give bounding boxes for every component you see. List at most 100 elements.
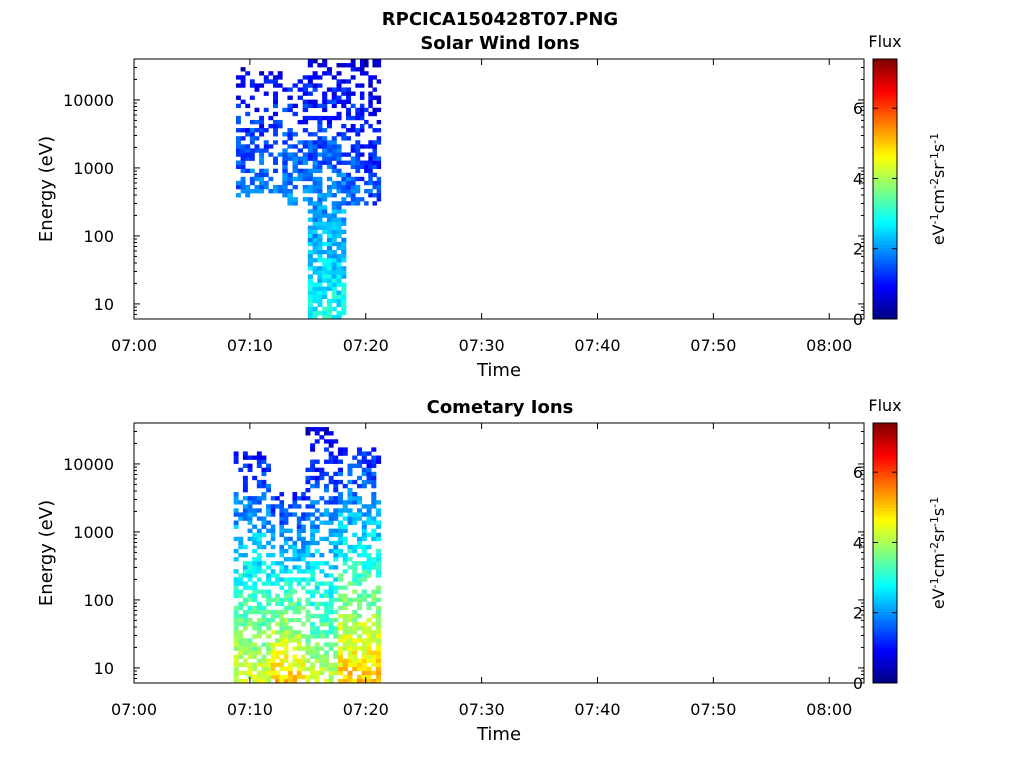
colorbar-segment	[873, 169, 897, 174]
heatmap-cell	[261, 666, 267, 672]
heatmap-cell	[307, 168, 313, 174]
heatmap-cell	[317, 152, 323, 157]
heatmap-cell	[350, 193, 356, 198]
heatmap-cell	[247, 646, 253, 651]
heatmap-cell	[314, 601, 320, 607]
colorbar-segment	[873, 663, 897, 668]
heatmap-cell	[331, 237, 337, 243]
heatmap-cell	[328, 626, 334, 631]
heatmap-cell	[322, 152, 328, 157]
heatmap-cell	[368, 189, 373, 194]
heatmap-cell	[270, 666, 276, 672]
heatmap-cell	[275, 678, 280, 684]
heatmap-cell	[259, 128, 265, 133]
heatmap-cell	[247, 609, 253, 615]
heatmap-cell	[259, 115, 265, 121]
heatmap-cell	[275, 561, 280, 566]
heatmap-cell	[312, 249, 318, 255]
heatmap-cell	[368, 156, 373, 161]
heatmap-cell	[288, 601, 293, 607]
heatmap-cell	[319, 618, 325, 623]
colorbar-segment	[873, 588, 897, 593]
heatmap-cell	[238, 589, 244, 594]
heatmap-cell	[233, 634, 239, 639]
heatmap-cell	[233, 678, 239, 684]
heatmap-cell	[342, 678, 348, 684]
heatmap-cell	[256, 678, 262, 684]
colorbar-segment	[873, 244, 897, 248]
heatmap-cell	[256, 589, 262, 594]
x-tick-label: 07:30	[459, 336, 505, 355]
heatmap-cell	[364, 107, 369, 113]
colorbar-segment	[873, 559, 897, 564]
colorbar-segment	[873, 179, 897, 183]
heatmap-cell	[355, 168, 361, 174]
heatmap-cell	[347, 565, 353, 570]
heatmap-cell	[302, 152, 309, 157]
heatmap-cell	[287, 128, 293, 133]
heatmap-cell	[366, 553, 372, 558]
y-tick-label: 100	[83, 227, 114, 246]
heatmap-cell	[331, 217, 337, 222]
heatmap-cell	[305, 488, 311, 493]
heatmap-cell	[317, 189, 323, 194]
heatmap-cells	[235, 59, 382, 320]
heatmap-cell	[279, 622, 285, 627]
heatmap-cell	[317, 184, 323, 190]
heatmap-cell	[355, 67, 361, 72]
heatmap-cell	[341, 209, 347, 214]
heatmap-cell	[326, 258, 333, 263]
heatmap-cell	[364, 160, 369, 165]
heatmap-cell	[275, 573, 280, 578]
heatmap-cell	[279, 638, 285, 643]
heatmap-cell	[331, 229, 337, 234]
colorbar-segment	[873, 309, 897, 313]
heatmap-cell	[331, 140, 337, 145]
heatmap-cell	[307, 229, 313, 234]
heatmap-cell	[310, 670, 316, 676]
colorbar-segment	[873, 501, 897, 505]
heatmap-cell	[256, 577, 262, 582]
heatmap-cell	[356, 638, 363, 643]
heatmap-cell	[270, 650, 276, 655]
heatmap-cell	[331, 91, 337, 96]
heatmap-cell	[355, 197, 361, 202]
colorbar-segment	[873, 510, 897, 515]
heatmap-cell	[328, 548, 334, 554]
heatmap-cell	[252, 585, 258, 590]
heatmap-cell	[336, 233, 342, 239]
heatmap-cell	[350, 59, 356, 64]
colorbar-segment	[873, 491, 897, 495]
heatmap-cell	[310, 613, 316, 619]
heatmap-cell	[279, 544, 285, 550]
colorbar-segment	[873, 263, 897, 268]
colorbar-segment	[873, 647, 897, 651]
heatmap-cell	[331, 184, 337, 190]
heatmap-cell	[268, 124, 274, 129]
heatmap-cell	[235, 164, 241, 169]
heatmap-cell	[279, 520, 285, 525]
heatmap-cell	[324, 634, 329, 639]
colorbar-segment	[873, 475, 897, 479]
heatmap-cell	[371, 565, 377, 570]
heatmap-cell	[273, 184, 278, 190]
heatmap-cell	[240, 144, 246, 149]
heatmap-cell	[268, 152, 274, 157]
heatmap-cell	[310, 630, 316, 635]
heatmap-cell	[364, 168, 369, 174]
heatmap-cell	[279, 569, 285, 574]
heatmap-cell	[302, 115, 309, 121]
heatmap-cell	[347, 479, 353, 485]
heatmap-cell	[275, 638, 280, 643]
heatmap-cell	[317, 136, 323, 141]
heatmap-cell	[283, 520, 289, 525]
heatmap-cell	[366, 626, 372, 631]
heatmap-cell	[247, 565, 253, 570]
heatmap-cell	[361, 626, 367, 631]
heatmap-cell	[268, 115, 274, 121]
colorbar-segment	[873, 468, 897, 473]
heatmap-cell	[322, 310, 328, 316]
heatmap-cell	[312, 314, 318, 320]
heatmap-cell	[233, 524, 239, 529]
heatmap-cell	[301, 516, 306, 521]
